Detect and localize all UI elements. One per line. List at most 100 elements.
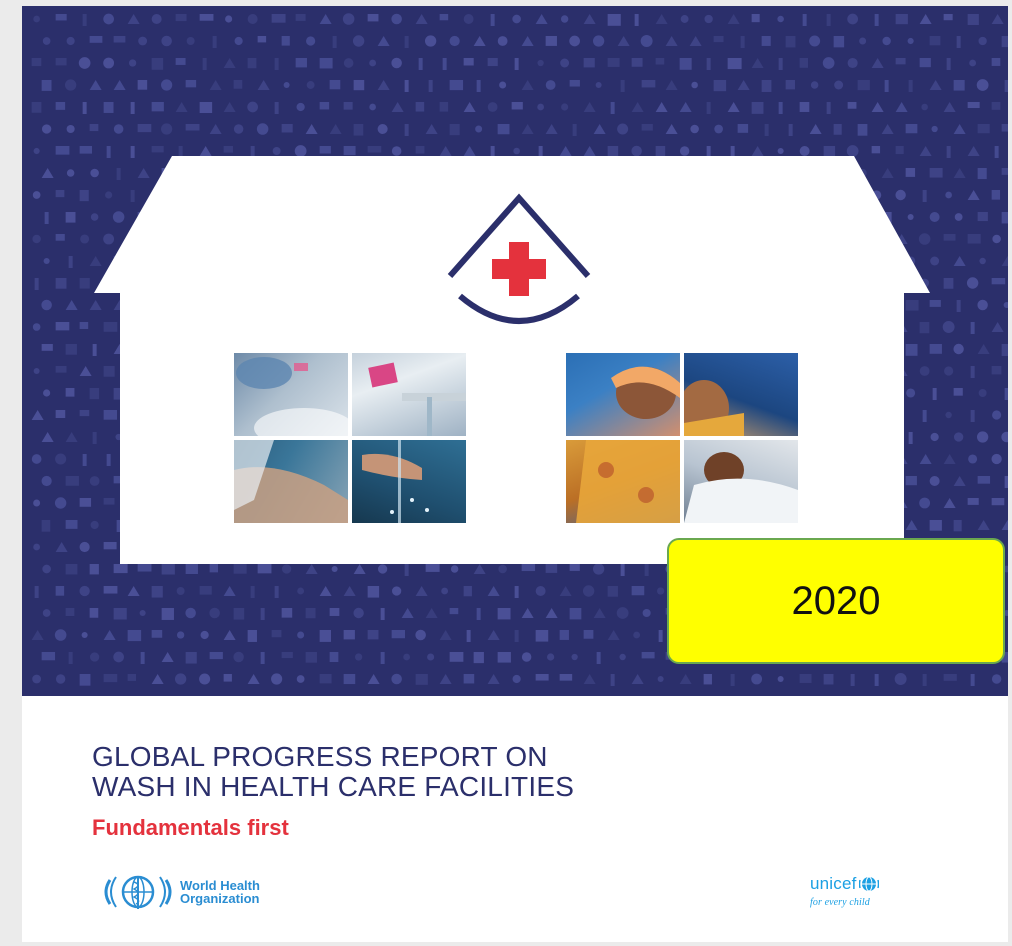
pattern-glyph	[607, 586, 618, 597]
pattern-glyph	[994, 146, 999, 158]
pattern-glyph	[32, 674, 42, 684]
pattern-glyph	[977, 520, 990, 530]
pattern-glyph	[68, 256, 73, 268]
pattern-glyph	[105, 191, 113, 199]
pattern-glyph	[106, 146, 111, 158]
pattern-glyph	[391, 102, 404, 112]
pattern-glyph	[473, 564, 486, 574]
who-name-line-2: Organization	[180, 891, 260, 906]
pattern-glyph	[449, 608, 459, 615]
pattern-glyph	[906, 388, 916, 398]
pattern-glyph	[908, 432, 913, 444]
pattern-glyph	[631, 674, 644, 684]
pattern-glyph	[929, 300, 941, 307]
pattern-glyph	[691, 81, 698, 89]
pattern-glyph	[569, 608, 582, 620]
pattern-glyph	[281, 36, 290, 46]
pattern-glyph	[127, 14, 140, 24]
pattern-glyph	[297, 631, 305, 639]
pattern-glyph	[857, 124, 868, 136]
pattern-glyph	[929, 36, 941, 46]
pattern-glyph	[521, 36, 534, 46]
pattern-glyph	[689, 36, 702, 46]
pattern-glyph	[55, 278, 67, 289]
pattern-glyph	[680, 15, 689, 23]
pattern-glyph	[559, 586, 572, 596]
pattern-glyph	[223, 674, 232, 682]
pattern-glyph	[905, 344, 918, 356]
pattern-glyph	[919, 322, 930, 334]
pattern-glyph	[415, 586, 428, 596]
pattern-glyph	[425, 124, 438, 134]
pattern-glyph	[305, 124, 318, 134]
pattern-glyph	[175, 102, 188, 112]
pattern-glyph	[799, 58, 809, 68]
pattern-glyph	[826, 102, 831, 114]
pattern-glyph	[343, 630, 355, 640]
pattern-glyph	[103, 13, 114, 25]
pattern-glyph	[823, 146, 836, 157]
pattern-glyph	[497, 124, 510, 135]
pattern-glyph	[545, 36, 557, 46]
pattern-glyph	[640, 35, 653, 47]
pattern-glyph	[690, 124, 699, 134]
pattern-glyph	[272, 147, 281, 155]
pattern-glyph	[834, 80, 844, 90]
pattern-glyph	[329, 652, 339, 663]
pattern-glyph	[967, 498, 979, 505]
pattern-glyph	[223, 586, 236, 596]
pattern-glyph	[871, 146, 881, 154]
pattern-glyph	[497, 608, 511, 620]
pattern-glyph	[332, 36, 337, 48]
pattern-glyph	[199, 586, 212, 595]
pattern-glyph	[41, 299, 52, 311]
pattern-glyph	[929, 168, 943, 178]
pattern-glyph	[329, 608, 340, 616]
pattern-glyph	[727, 14, 740, 24]
pattern-glyph	[977, 299, 988, 311]
pattern-glyph	[953, 168, 966, 178]
pattern-glyph	[391, 586, 402, 596]
pattern-glyph	[593, 608, 606, 618]
pattern-glyph	[352, 35, 365, 47]
pattern-glyph	[847, 57, 858, 69]
pattern-glyph	[151, 630, 163, 638]
pattern-glyph	[55, 146, 70, 155]
pattern-glyph	[89, 476, 100, 486]
pattern-glyph	[846, 145, 859, 157]
pattern-glyph	[319, 102, 330, 110]
pattern-glyph	[257, 36, 267, 43]
pattern-glyph	[946, 58, 951, 70]
pattern-glyph	[619, 653, 626, 661]
pattern-glyph	[593, 124, 606, 134]
pattern-glyph	[41, 344, 53, 351]
photo-window-handwashing	[234, 353, 466, 523]
pattern-glyph	[225, 15, 233, 23]
pattern-glyph	[596, 652, 601, 664]
pattern-glyph	[113, 388, 125, 400]
pattern-glyph	[751, 146, 764, 156]
pattern-glyph	[665, 36, 678, 46]
pattern-glyph	[905, 124, 918, 134]
pattern-glyph	[545, 608, 558, 618]
pattern-glyph	[297, 587, 305, 595]
pattern-glyph	[943, 278, 954, 289]
year-text: 2020	[791, 578, 881, 623]
pattern-glyph	[967, 146, 980, 156]
pattern-glyph	[44, 212, 49, 224]
pattern-glyph	[881, 124, 894, 134]
pattern-glyph	[233, 564, 247, 574]
pattern-glyph	[907, 213, 914, 221]
pattern-glyph	[233, 80, 243, 89]
pattern-glyph	[31, 102, 42, 113]
pattern-glyph	[353, 124, 364, 136]
pattern-glyph	[970, 366, 975, 378]
pattern-glyph	[223, 58, 236, 68]
pattern-glyph	[34, 586, 39, 598]
pattern-glyph	[953, 256, 966, 266]
year-badge: 2020	[667, 538, 1005, 664]
pattern-glyph	[607, 58, 620, 67]
pattern-glyph	[620, 564, 625, 576]
pattern-glyph	[991, 278, 1006, 285]
pattern-glyph	[463, 102, 476, 112]
